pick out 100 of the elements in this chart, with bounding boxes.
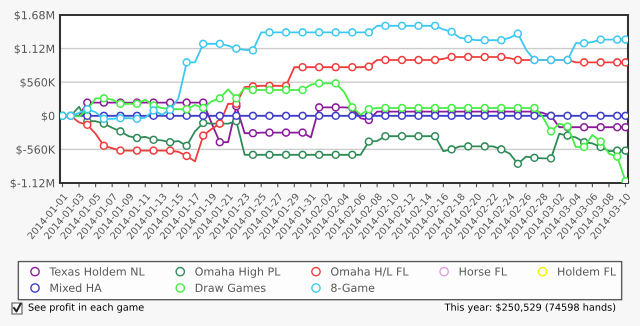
legend-label: Omaha H/L FL bbox=[331, 267, 409, 277]
point bbox=[314, 150, 324, 160]
point bbox=[314, 103, 324, 112]
point bbox=[314, 112, 324, 120]
point bbox=[596, 58, 605, 67]
point bbox=[447, 52, 456, 62]
point bbox=[232, 94, 241, 103]
point bbox=[100, 142, 108, 150]
point bbox=[199, 40, 208, 48]
point bbox=[298, 28, 307, 37]
legend-label: 8-Game bbox=[331, 284, 374, 292]
point bbox=[580, 38, 588, 48]
point bbox=[232, 112, 241, 120]
point bbox=[364, 104, 374, 114]
point bbox=[100, 114, 108, 124]
point bbox=[596, 112, 605, 120]
point bbox=[298, 112, 307, 120]
point bbox=[464, 34, 472, 44]
point bbox=[265, 150, 274, 160]
point bbox=[331, 150, 340, 160]
point bbox=[514, 112, 522, 120]
point bbox=[282, 86, 290, 94]
point bbox=[430, 56, 440, 64]
point bbox=[149, 136, 158, 144]
point bbox=[364, 28, 374, 37]
point bbox=[232, 44, 241, 53]
point bbox=[298, 128, 307, 137]
legend-label: Texas Holdem NL bbox=[49, 267, 145, 276]
point bbox=[530, 154, 539, 162]
point bbox=[580, 58, 588, 67]
y-tick-label: $-1.12M bbox=[10, 178, 54, 189]
point bbox=[199, 131, 208, 140]
point bbox=[613, 35, 622, 44]
point bbox=[182, 142, 191, 150]
point bbox=[298, 62, 307, 72]
point bbox=[430, 22, 440, 30]
point bbox=[314, 62, 324, 72]
point bbox=[149, 106, 158, 115]
point bbox=[480, 112, 489, 120]
y-tick-label: $560K bbox=[20, 78, 56, 88]
legend-label: Holdem FL bbox=[558, 267, 616, 276]
point bbox=[596, 35, 605, 44]
text: See profit in each game bbox=[28, 303, 144, 313]
point bbox=[414, 132, 423, 140]
point bbox=[132, 146, 142, 155]
point bbox=[398, 132, 406, 140]
point bbox=[497, 112, 506, 120]
point bbox=[132, 134, 142, 142]
point bbox=[398, 22, 406, 30]
point bbox=[282, 150, 290, 160]
point bbox=[497, 104, 506, 112]
point bbox=[265, 112, 274, 120]
point bbox=[480, 52, 489, 62]
point bbox=[398, 112, 406, 120]
point bbox=[331, 28, 340, 37]
point bbox=[381, 132, 390, 140]
point bbox=[199, 118, 208, 128]
point bbox=[497, 145, 506, 154]
point bbox=[149, 146, 158, 155]
point bbox=[414, 22, 423, 30]
point bbox=[430, 104, 440, 112]
point bbox=[298, 86, 307, 94]
point bbox=[464, 142, 472, 151]
point bbox=[216, 112, 224, 120]
point bbox=[546, 127, 556, 136]
point bbox=[116, 127, 125, 136]
y-tick-label: $1.68M bbox=[14, 10, 54, 21]
point bbox=[596, 122, 605, 132]
point bbox=[414, 112, 423, 120]
legend-label: Draw Games bbox=[196, 284, 266, 292]
point bbox=[331, 103, 340, 112]
point bbox=[182, 58, 191, 67]
point bbox=[248, 46, 258, 55]
point bbox=[248, 112, 258, 120]
point bbox=[613, 122, 622, 132]
point bbox=[265, 28, 274, 37]
point bbox=[580, 122, 588, 132]
point bbox=[199, 112, 208, 120]
point bbox=[613, 152, 622, 161]
point bbox=[514, 104, 522, 112]
point bbox=[546, 154, 556, 163]
point bbox=[480, 104, 489, 112]
point bbox=[348, 150, 357, 160]
point bbox=[430, 112, 440, 120]
point bbox=[398, 104, 406, 112]
point bbox=[381, 22, 390, 30]
legend-label: Mixed HA bbox=[50, 283, 102, 292]
point bbox=[464, 112, 472, 120]
point bbox=[348, 28, 357, 37]
point bbox=[182, 112, 191, 120]
text: This year: $250,529 (74598 hands) bbox=[444, 303, 616, 313]
legend-label: Horse FL bbox=[460, 267, 507, 276]
point bbox=[381, 104, 390, 112]
y-tick-label: $1.12M bbox=[14, 44, 54, 54]
point bbox=[381, 112, 390, 120]
point bbox=[398, 56, 406, 64]
point bbox=[331, 79, 340, 88]
point bbox=[580, 142, 588, 152]
point bbox=[364, 112, 374, 120]
point bbox=[216, 94, 224, 103]
